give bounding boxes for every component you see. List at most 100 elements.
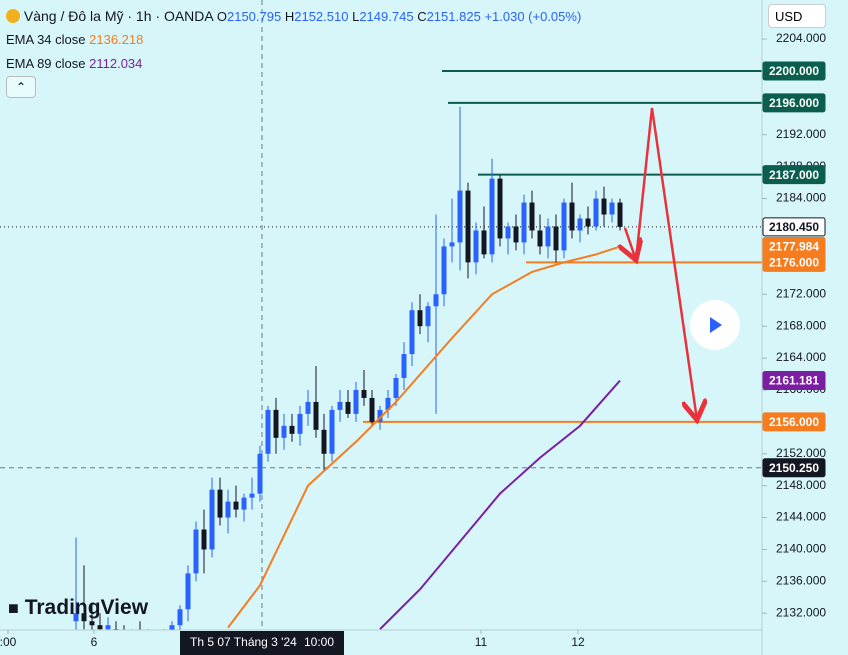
h-value: 2152.510 [294,9,349,24]
ema-label-bg [762,237,826,257]
candle-body [481,230,487,255]
candle-body [105,625,111,630]
candle-body [537,230,543,247]
collapse-button[interactable]: ⌃ [6,76,36,98]
candle-body [257,453,263,494]
ema-line [379,379,621,630]
y-tick-label: 2136.000 [776,574,826,588]
last-price-label-bg [762,217,826,237]
candle-body [89,621,95,626]
level-label-bg [762,165,826,185]
change: +1.030 (+0.05%) [484,9,582,24]
candle-body [577,218,583,231]
l-label: L [352,9,360,24]
o-value: 2150.795 [226,9,282,24]
h-label: H [284,9,295,24]
candle-body [177,609,183,626]
candle-body [265,409,271,454]
y-tick-label: 2144.000 [776,510,826,524]
y-tick-label: 2164.000 [776,350,826,364]
y-tick-label: 2132.000 [776,605,826,619]
l-value: 2149.745 [359,9,414,24]
x-tick-label: 12 [571,635,585,649]
candle-body [281,425,287,438]
candle-body [617,202,623,227]
candle-body [249,493,255,498]
c-label: C [417,9,427,24]
ema-label-bg [762,371,826,391]
level-label: 2176.000 [769,256,819,270]
c-value: 2151.825 [426,9,481,24]
candle-body [585,218,591,227]
candle-body [457,190,463,243]
candle-body [130,633,135,641]
candle-body [513,226,519,243]
candle-body [313,401,319,430]
candle-body [81,613,87,622]
candle-body [385,397,391,410]
level-label-bg [762,61,826,81]
candle-body [593,198,599,227]
y-tick-label: 2168.000 [776,318,826,332]
y-tick-label: 2140.000 [776,542,826,556]
candle-body [185,573,191,610]
ema-label: 2161.181 [769,374,819,388]
candle-body [289,425,295,434]
ema89-name: EMA 89 close [6,56,86,71]
ema-label: 2177.984 [769,240,819,254]
candle-body [489,178,495,255]
crosshair-time-bg [180,631,344,655]
candle-body [441,246,447,295]
candle-body [138,633,143,637]
ema89-value: 2112.034 [89,56,143,71]
arrow-down-long [634,107,697,420]
candle-body [73,613,79,622]
y-tick-label: 2148.000 [776,478,826,492]
candle-body [377,409,383,422]
crosshair-time: 10:00 [304,635,334,649]
logo: ■ TradingView [8,596,149,619]
ema34-value: 2136.218 [89,32,144,47]
x-tick-label: 11 [475,635,488,649]
y-tick-label: 2152.000 [776,446,826,460]
candle-body [417,310,423,327]
legend: Vàng / Đô la Mỹ · 1h · OANDA O2150.795 H… [6,6,581,78]
candle-body [297,413,303,434]
candle-body [601,198,607,215]
currency-button[interactable]: USD [768,4,826,28]
candle-body [329,409,335,454]
candle-body [241,497,247,510]
level-label-bg [762,93,826,113]
candle-body [497,178,503,239]
crosshair-label: 2150.250 [769,461,819,475]
candle-body [321,429,327,454]
candle-body [305,401,311,414]
candle-body [154,637,159,645]
candle-body [433,294,439,307]
candle-body [122,637,127,641]
logo-text: TradingView [24,596,149,619]
candle-body [233,501,239,510]
crosshair-date: Th 5 07 Tháng 3 '24 [190,635,297,649]
ema34-name: EMA 34 close [6,32,86,47]
candle-body [193,529,199,574]
candle-body [449,242,455,247]
candle-body [569,202,575,231]
crosshair-label-bg [762,458,826,478]
candle-body [162,637,167,641]
candle-body [473,230,479,263]
candle-body [401,354,407,378]
candle-body [225,501,231,518]
candle-body [201,529,207,550]
y-tick-label: 2184.000 [776,191,826,205]
candle-body [529,202,535,231]
candle-body [561,202,567,251]
level-label: 2187.000 [769,168,819,182]
candle-body [521,202,527,243]
candle-body [553,226,559,251]
level-label: 2196.000 [769,96,819,110]
candle-body [545,226,551,247]
x-tick-label: 6 [91,635,98,649]
